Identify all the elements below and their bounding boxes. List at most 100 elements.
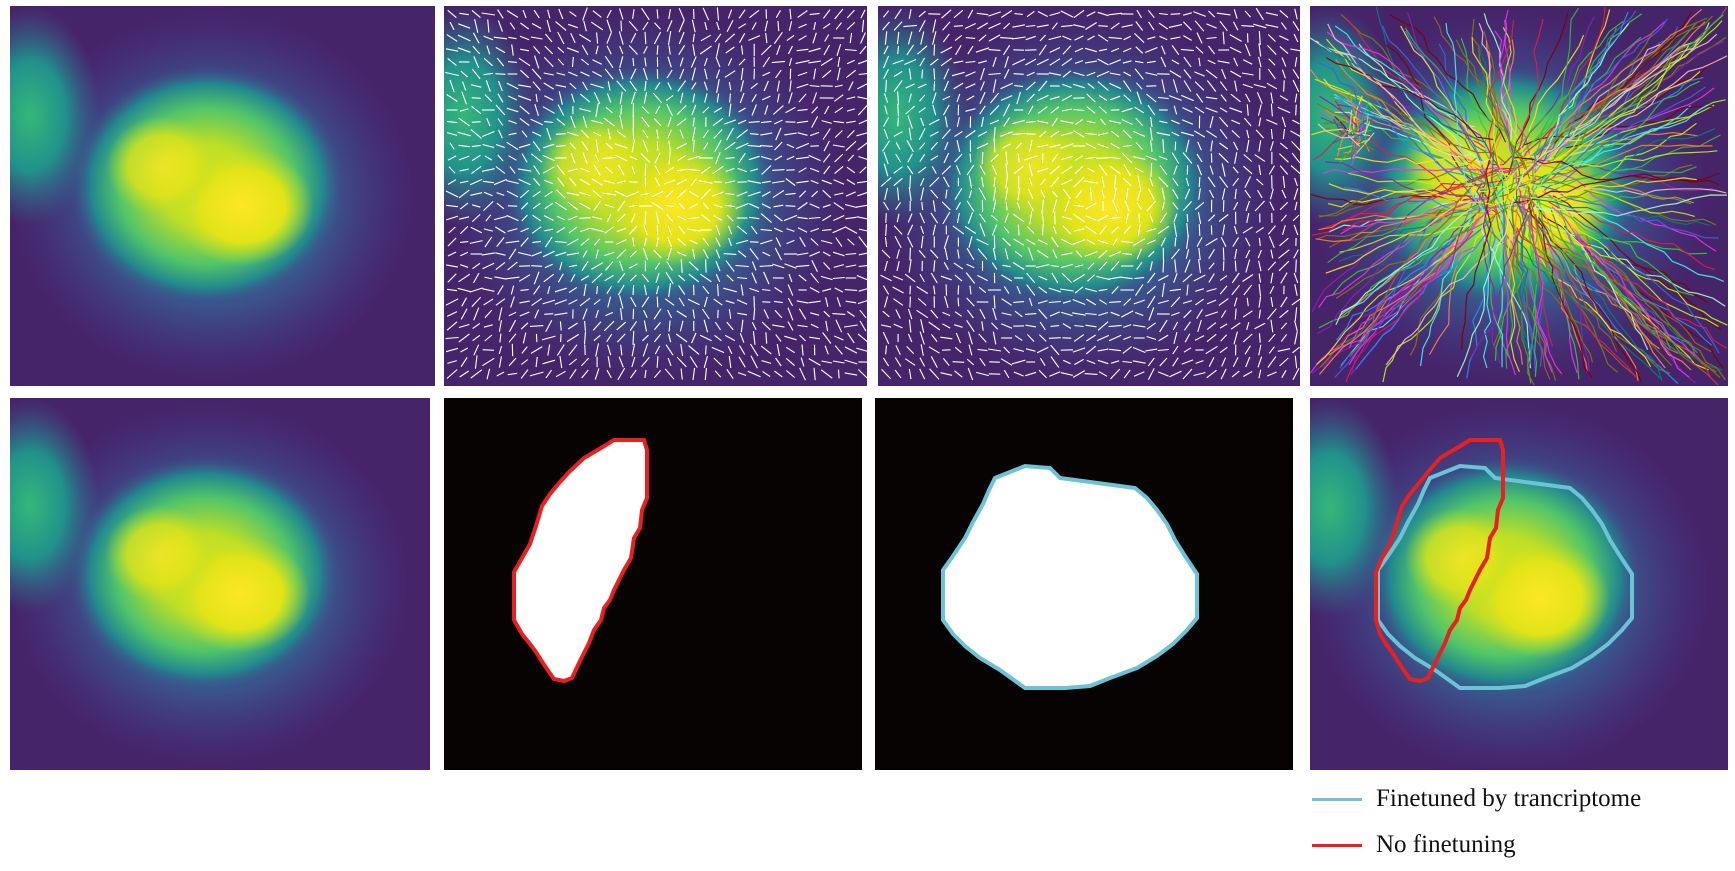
- vector-arrow: [447, 155, 457, 161]
- vector-arrow: [1014, 310, 1023, 318]
- vector-arrow: [641, 296, 650, 308]
- vector-arrow: [642, 139, 649, 153]
- vector-arrow: [1267, 261, 1277, 271]
- vector-arrow: [1001, 274, 1013, 282]
- streamline: [1570, 235, 1728, 326]
- vector-arrow: [1281, 225, 1286, 235]
- vector-arrow: [810, 131, 820, 137]
- vector-arrow: [1050, 130, 1060, 138]
- vector-arrow: [1110, 22, 1120, 30]
- vector-arrow: [988, 49, 1001, 51]
- vector-arrow: [531, 297, 543, 307]
- vector-arrow: [1085, 156, 1097, 160]
- vector-arrow: [543, 72, 554, 76]
- vector-arrow: [688, 190, 699, 198]
- vector-arrow: [941, 165, 952, 175]
- vector-arrow: [482, 357, 495, 367]
- vector-arrow: [714, 321, 722, 331]
- vector-arrow: [580, 71, 590, 77]
- vector-arrow: [702, 202, 709, 210]
- vector-arrow: [568, 344, 578, 356]
- vector-arrow: [832, 144, 845, 148]
- vector-arrow: [941, 9, 952, 19]
- vector-arrow: [557, 46, 565, 54]
- vector-arrow: [941, 201, 951, 211]
- vector-arrow: [1245, 237, 1251, 247]
- vector-arrow: [1207, 59, 1216, 65]
- vector-arrow: [1028, 297, 1033, 307]
- vector-arrow: [483, 35, 494, 41]
- vector-arrow: [615, 239, 627, 245]
- vector-field-finetuned-panel: [878, 6, 1300, 386]
- vector-arrow: [1148, 307, 1155, 321]
- vector-arrow: [606, 45, 612, 55]
- vector-arrow: [1181, 119, 1194, 125]
- vector-arrow: [447, 273, 457, 283]
- vector-arrow: [1110, 311, 1120, 317]
- vector-arrow: [1193, 130, 1206, 138]
- vector-arrow: [715, 56, 721, 68]
- vector-arrow: [462, 81, 467, 91]
- vector-arrow: [559, 321, 562, 331]
- vector-arrow: [461, 91, 467, 105]
- vector-arrow: [892, 286, 904, 294]
- vector-arrow: [1098, 164, 1108, 176]
- vector-arrow: [953, 60, 964, 64]
- vector-arrow: [1062, 83, 1072, 89]
- vector-arrow: [1061, 252, 1073, 256]
- vector-arrow: [666, 261, 673, 271]
- vector-arrow: [919, 177, 925, 187]
- vector-arrow: [1205, 238, 1218, 246]
- vector-arrow: [1208, 249, 1215, 259]
- vector-arrow: [448, 226, 456, 234]
- vector-arrow: [1183, 321, 1191, 331]
- vector-arrow: [978, 60, 987, 64]
- vector-arrow: [1035, 263, 1050, 269]
- vector-arrow: [1294, 320, 1298, 332]
- vector-arrow: [558, 91, 563, 105]
- vector-arrow: [1074, 358, 1084, 366]
- vector-arrow: [1001, 298, 1012, 306]
- vector-arrow: [1003, 69, 1010, 79]
- vector-arrow: [1160, 237, 1166, 247]
- vector-arrow: [956, 117, 960, 127]
- vector-arrow: [957, 285, 960, 295]
- vector-arrow: [603, 117, 615, 127]
- vector-arrow: [703, 319, 709, 333]
- vector-arrow: [595, 343, 600, 357]
- vector-arrow: [824, 105, 830, 115]
- vector-arrow: [544, 121, 554, 123]
- vector-arrow: [692, 139, 695, 153]
- vector-arrow: [1123, 164, 1131, 176]
- vector-arrow: [813, 21, 816, 31]
- vector-arrow: [567, 322, 578, 330]
- vector-arrow: [904, 58, 917, 66]
- vector-arrow: [472, 32, 480, 44]
- vector-arrow: [1097, 11, 1109, 17]
- vector-arrow: [459, 216, 470, 220]
- vector-arrow: [545, 369, 553, 379]
- vector-arrow: [1098, 261, 1108, 271]
- vector-arrow: [715, 43, 720, 57]
- streamline: [1327, 183, 1501, 208]
- vector-arrow: [1075, 119, 1083, 125]
- vector-arrow: [1270, 103, 1273, 117]
- vector-arrow: [472, 262, 481, 270]
- vector-arrow: [750, 355, 758, 369]
- vector-arrow: [822, 189, 832, 199]
- vector-arrow: [1242, 83, 1253, 89]
- vector-arrow: [930, 309, 939, 319]
- vector-arrow: [1161, 283, 1165, 297]
- vector-arrow: [530, 36, 543, 40]
- vector-arrow: [547, 9, 551, 19]
- vector-arrow: [592, 10, 602, 18]
- vector-arrow: [884, 31, 888, 45]
- vector-arrow: [724, 33, 736, 43]
- vector-arrow: [532, 190, 541, 198]
- vector-arrow: [583, 331, 587, 345]
- vector-arrow: [702, 129, 709, 139]
- vector-arrow: [643, 46, 648, 54]
- vector-arrow: [1183, 80, 1192, 92]
- vector-arrow: [1134, 167, 1144, 173]
- vector-arrow: [883, 201, 890, 211]
